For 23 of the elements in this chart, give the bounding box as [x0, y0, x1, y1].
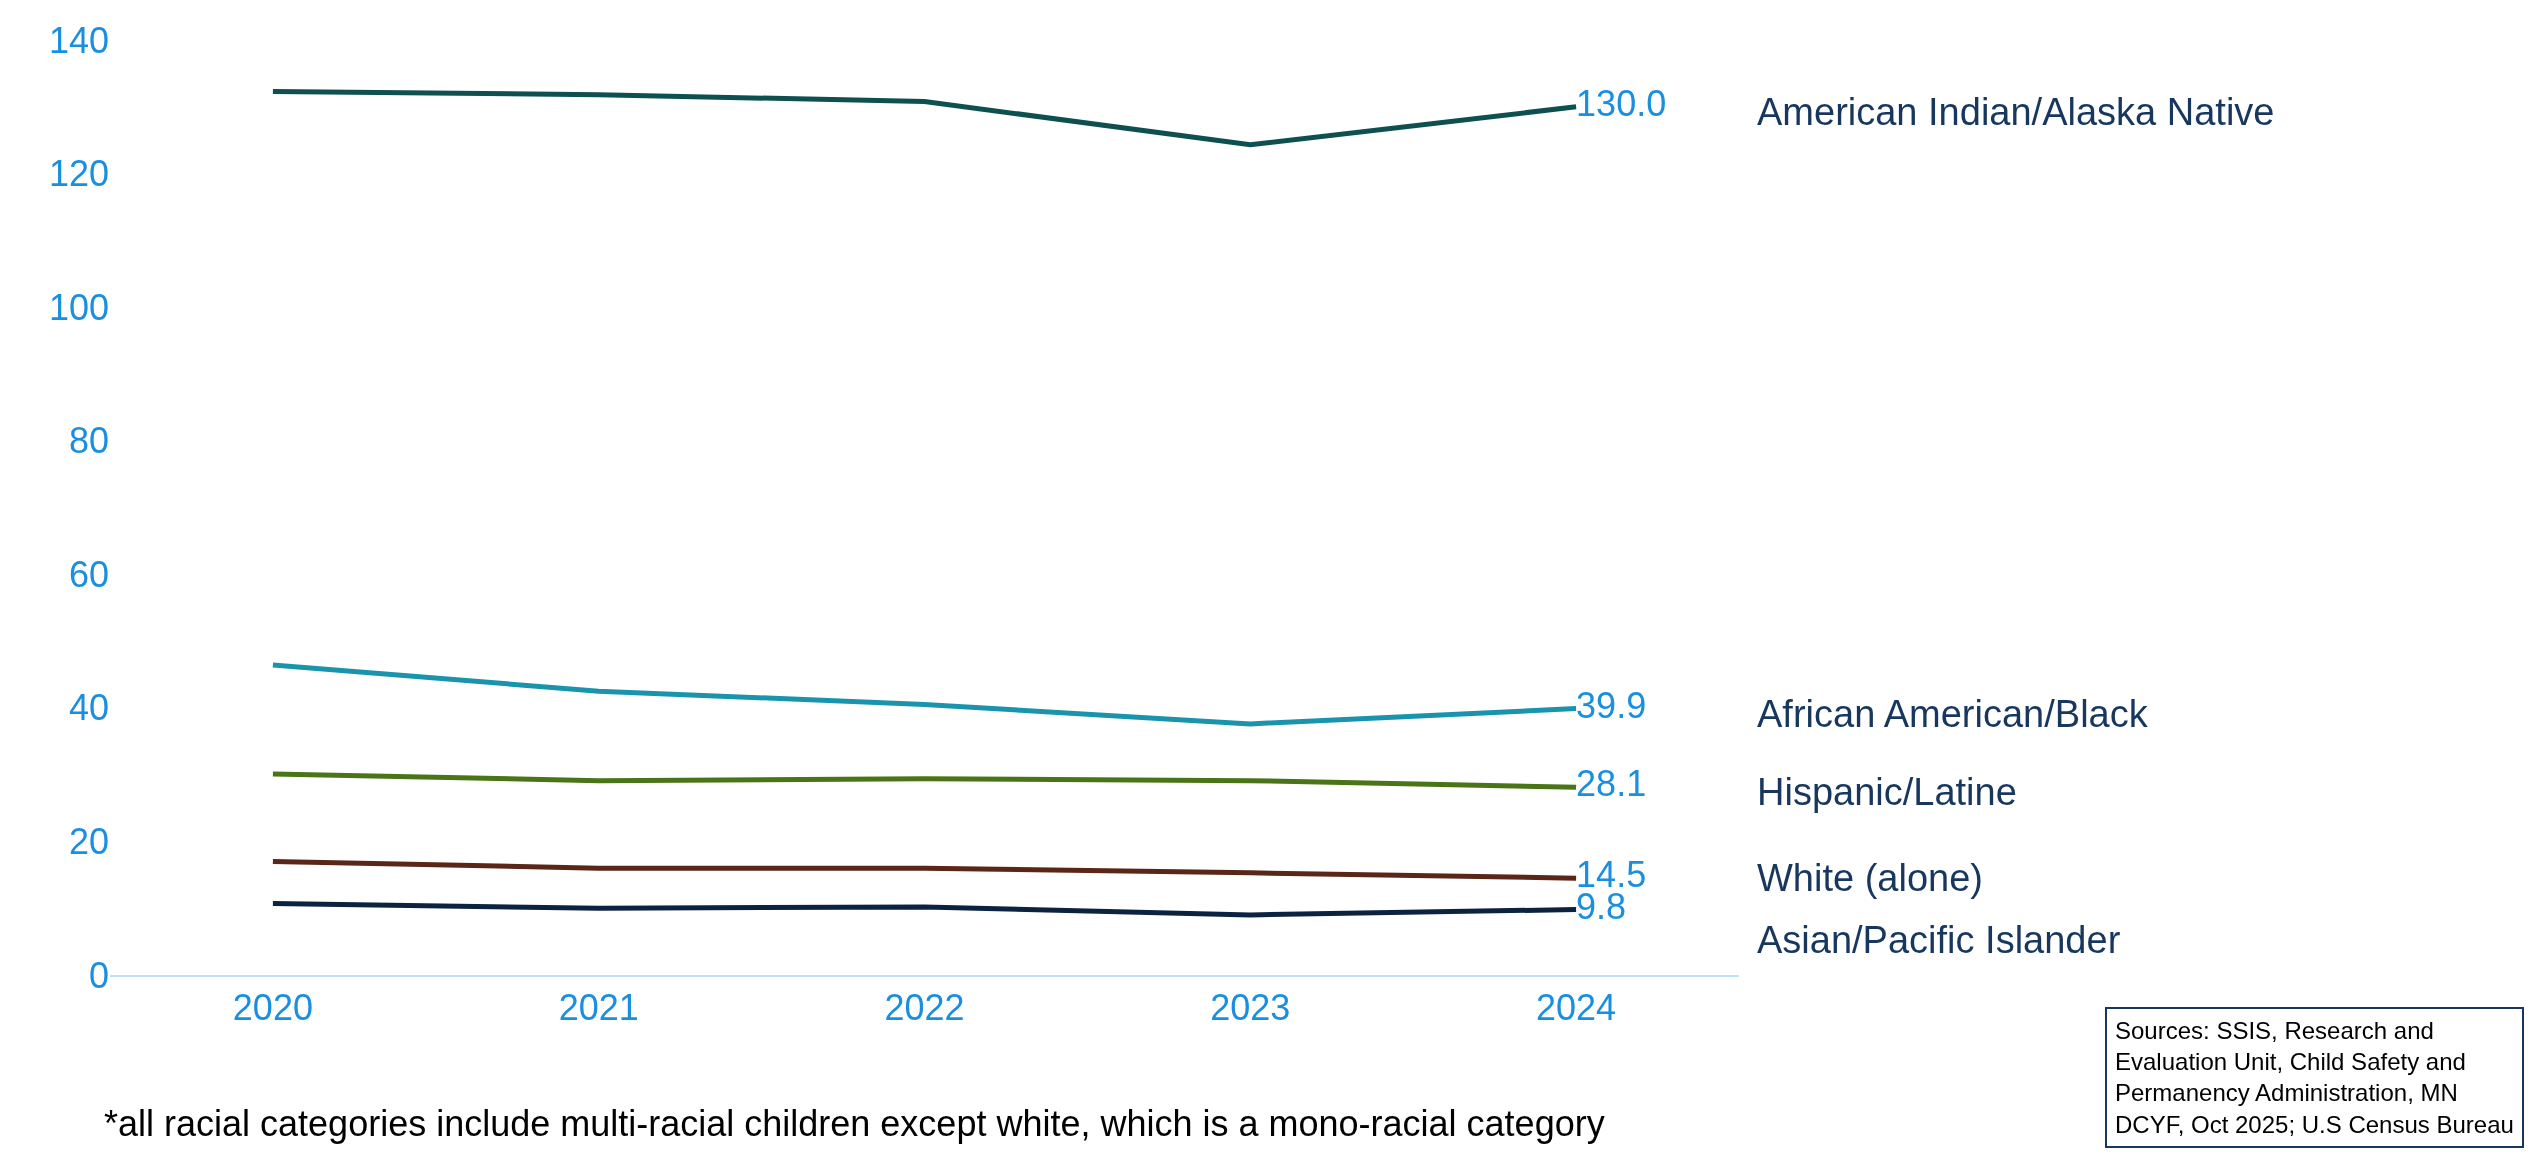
- y-tick-label: 20: [68, 821, 109, 863]
- data-label: 39.9: [1576, 684, 1647, 726]
- text: Asian/Pacific Islander: [1757, 919, 2121, 961]
- x-tick-label: 2021: [558, 987, 639, 1029]
- y-tick-label: 60: [68, 553, 109, 595]
- data-label: 130.0: [1576, 82, 1667, 124]
- text: White (alone): [1757, 857, 1983, 899]
- x-tick-label: 2022: [884, 987, 965, 1029]
- y-tick-label: 40: [68, 687, 109, 729]
- y-tick-label: 140: [48, 19, 109, 61]
- text: Hispanic/Latine: [1757, 771, 2017, 813]
- y-tick-label: 80: [68, 420, 109, 462]
- text: African American/Black: [1757, 693, 2149, 735]
- text: American Indian/Alaska Native: [1757, 91, 2275, 133]
- x-tick-label: 2024: [1536, 987, 1617, 1029]
- source-note: Sources: SSIS, Research and Evaluation Unit, Child Safety and Permanency Administration, MN DCYF, Oct 2025; U.S Census Bureau: [2115, 1017, 2514, 1138]
- text: *all racial categories include multi-racial children except white, which is a mono-racial category: [104, 1103, 1605, 1144]
- y-tick-label: 100: [48, 286, 109, 328]
- x-tick-label: 2020: [232, 987, 313, 1029]
- data-label: 28.1: [1576, 763, 1647, 805]
- y-tick-label: 0: [88, 954, 109, 996]
- y-tick-label: 120: [48, 153, 109, 195]
- x-tick-label: 2023: [1210, 987, 1291, 1029]
